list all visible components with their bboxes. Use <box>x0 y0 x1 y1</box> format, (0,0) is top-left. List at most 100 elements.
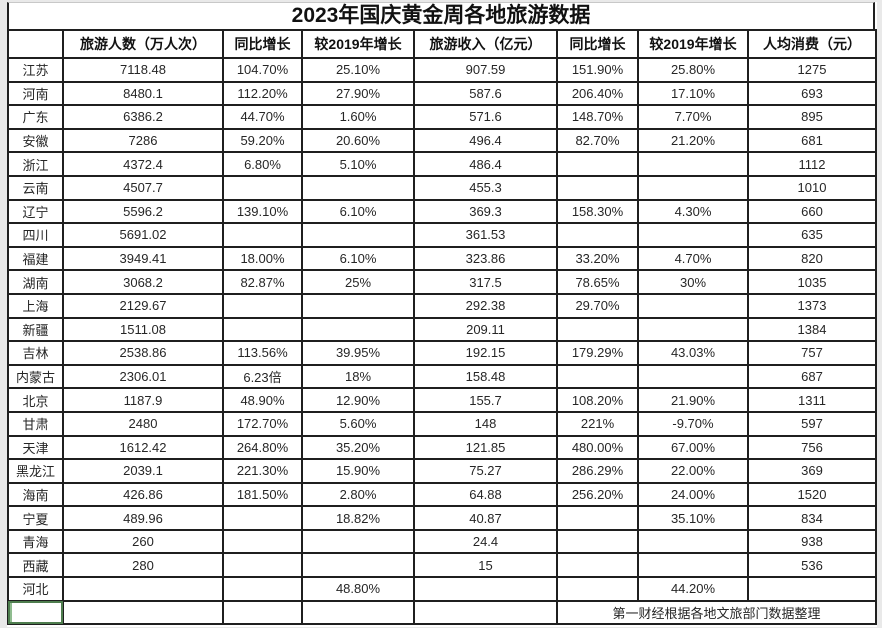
tourists-yoy-cell[interactable]: 264.80% <box>222 434 303 461</box>
tourists-yoy-cell[interactable]: 112.20% <box>222 80 303 107</box>
revenue-cell[interactable]: 75.27 <box>413 458 558 484</box>
tourists-yoy-cell[interactable]: 113.56% <box>222 340 303 366</box>
revenue-yoy-cell[interactable]: 151.90% <box>556 57 639 83</box>
revenue-yoy-cell[interactable] <box>556 576 639 602</box>
tourists-yoy-cell[interactable] <box>222 528 303 555</box>
revenue-yoy-cell[interactable]: 206.40% <box>556 80 639 107</box>
per-capita-cell[interactable]: 687 <box>747 363 877 390</box>
tourists-yoy-cell[interactable] <box>222 552 303 579</box>
header-per-capita[interactable]: 人均消费（元） <box>747 29 877 59</box>
tourists-cell[interactable]: 5691.02 <box>62 222 224 248</box>
per-capita-cell[interactable]: 895 <box>747 104 877 130</box>
revenue-cell[interactable]: 64.88 <box>413 481 558 508</box>
revenue-cell[interactable]: 369.3 <box>413 198 558 225</box>
tourists-vs2019-cell[interactable]: 18.82% <box>301 505 415 531</box>
revenue-cell[interactable]: 155.7 <box>413 387 558 413</box>
tourists-yoy-cell[interactable] <box>222 505 303 531</box>
revenue-yoy-cell[interactable]: 148.70% <box>556 104 639 130</box>
revenue-cell[interactable]: 587.6 <box>413 80 558 107</box>
revenue-vs2019-cell[interactable] <box>637 528 749 555</box>
revenue-vs2019-cell[interactable]: 21.90% <box>637 387 749 413</box>
province-cell[interactable]: 黑龙江 <box>7 458 64 484</box>
per-capita-cell[interactable]: 1373 <box>747 292 877 319</box>
per-capita-cell[interactable]: 681 <box>747 127 877 154</box>
per-capita-cell[interactable]: 756 <box>747 434 877 461</box>
revenue-vs2019-cell[interactable]: 4.70% <box>637 245 749 272</box>
active-cell-cursor[interactable] <box>7 599 64 626</box>
tourists-cell[interactable]: 426.86 <box>62 481 224 508</box>
revenue-vs2019-cell[interactable]: 44.20% <box>637 576 749 602</box>
revenue-vs2019-cell[interactable] <box>637 363 749 390</box>
revenue-yoy-cell[interactable]: 33.20% <box>556 245 639 272</box>
province-cell[interactable]: 北京 <box>7 387 64 413</box>
revenue-cell[interactable]: 323.86 <box>413 245 558 272</box>
tourists-yoy-cell[interactable] <box>222 316 303 343</box>
tourists-cell[interactable]: 1511.08 <box>62 316 224 343</box>
header-revenue-yoy[interactable]: 同比增长 <box>556 29 639 59</box>
tourists-yoy-cell[interactable]: 221.30% <box>222 458 303 484</box>
tourists-cell[interactable]: 3949.41 <box>62 245 224 272</box>
revenue-cell[interactable]: 907.59 <box>413 57 558 83</box>
tourists-yoy-cell[interactable]: 44.70% <box>222 104 303 130</box>
empty-cell[interactable] <box>62 599 224 626</box>
revenue-yoy-cell[interactable]: 78.65% <box>556 269 639 295</box>
revenue-vs2019-cell[interactable]: 67.00% <box>637 434 749 461</box>
tourists-cell[interactable]: 2039.1 <box>62 458 224 484</box>
header-tourists-vs2019[interactable]: 较2019年增长 <box>301 29 415 59</box>
revenue-vs2019-cell[interactable]: 30% <box>637 269 749 295</box>
revenue-vs2019-cell[interactable]: 21.20% <box>637 127 749 154</box>
empty-cell[interactable] <box>413 599 558 626</box>
tourists-yoy-cell[interactable] <box>222 576 303 602</box>
revenue-yoy-cell[interactable]: 480.00% <box>556 434 639 461</box>
tourists-yoy-cell[interactable]: 6.80% <box>222 151 303 177</box>
tourists-cell[interactable]: 4372.4 <box>62 151 224 177</box>
revenue-cell[interactable]: 158.48 <box>413 363 558 390</box>
province-cell[interactable]: 福建 <box>7 245 64 272</box>
tourists-cell[interactable]: 8480.1 <box>62 80 224 107</box>
revenue-cell[interactable]: 361.53 <box>413 222 558 248</box>
tourists-yoy-cell[interactable]: 48.90% <box>222 387 303 413</box>
tourists-vs2019-cell[interactable] <box>301 316 415 343</box>
per-capita-cell[interactable]: 1112 <box>747 151 877 177</box>
revenue-yoy-cell[interactable]: 82.70% <box>556 127 639 154</box>
table-title[interactable]: 2023年国庆黄金周各地旅游数据 <box>7 2 875 29</box>
header-revenue-vs2019[interactable]: 较2019年增长 <box>637 29 749 59</box>
tourists-yoy-cell[interactable]: 104.70% <box>222 57 303 83</box>
revenue-vs2019-cell[interactable]: 17.10% <box>637 80 749 107</box>
tourists-vs2019-cell[interactable] <box>301 292 415 319</box>
per-capita-cell[interactable]: 1275 <box>747 57 877 83</box>
province-cell[interactable]: 海南 <box>7 481 64 508</box>
tourists-vs2019-cell[interactable]: 35.20% <box>301 434 415 461</box>
tourists-vs2019-cell[interactable]: 12.90% <box>301 387 415 413</box>
tourists-vs2019-cell[interactable]: 2.80% <box>301 481 415 508</box>
tourists-cell[interactable]: 7286 <box>62 127 224 154</box>
tourists-cell[interactable] <box>62 576 224 602</box>
per-capita-cell[interactable]: 536 <box>747 552 877 579</box>
empty-cell[interactable] <box>301 599 415 626</box>
per-capita-cell[interactable]: 693 <box>747 80 877 107</box>
province-cell[interactable]: 甘肃 <box>7 410 64 437</box>
tourists-vs2019-cell[interactable]: 1.60% <box>301 104 415 130</box>
tourists-yoy-cell[interactable]: 139.10% <box>222 198 303 225</box>
revenue-vs2019-cell[interactable]: 7.70% <box>637 104 749 130</box>
revenue-vs2019-cell[interactable] <box>637 552 749 579</box>
revenue-cell[interactable] <box>413 576 558 602</box>
revenue-cell[interactable]: 317.5 <box>413 269 558 295</box>
tourists-yoy-cell[interactable]: 6.23倍 <box>222 363 303 390</box>
province-cell[interactable]: 内蒙古 <box>7 363 64 390</box>
province-cell[interactable]: 广东 <box>7 104 64 130</box>
empty-cell[interactable] <box>222 599 303 626</box>
per-capita-cell[interactable]: 1010 <box>747 174 877 201</box>
province-cell[interactable]: 四川 <box>7 222 64 248</box>
per-capita-cell[interactable]: 1035 <box>747 269 877 295</box>
tourists-cell[interactable]: 1187.9 <box>62 387 224 413</box>
revenue-vs2019-cell[interactable]: 4.30% <box>637 198 749 225</box>
revenue-yoy-cell[interactable]: 158.30% <box>556 198 639 225</box>
revenue-vs2019-cell[interactable] <box>637 151 749 177</box>
tourists-vs2019-cell[interactable] <box>301 222 415 248</box>
tourists-vs2019-cell[interactable]: 6.10% <box>301 198 415 225</box>
per-capita-cell[interactable] <box>747 576 877 602</box>
tourists-vs2019-cell[interactable]: 18% <box>301 363 415 390</box>
revenue-yoy-cell[interactable] <box>556 552 639 579</box>
tourists-vs2019-cell[interactable]: 15.90% <box>301 458 415 484</box>
